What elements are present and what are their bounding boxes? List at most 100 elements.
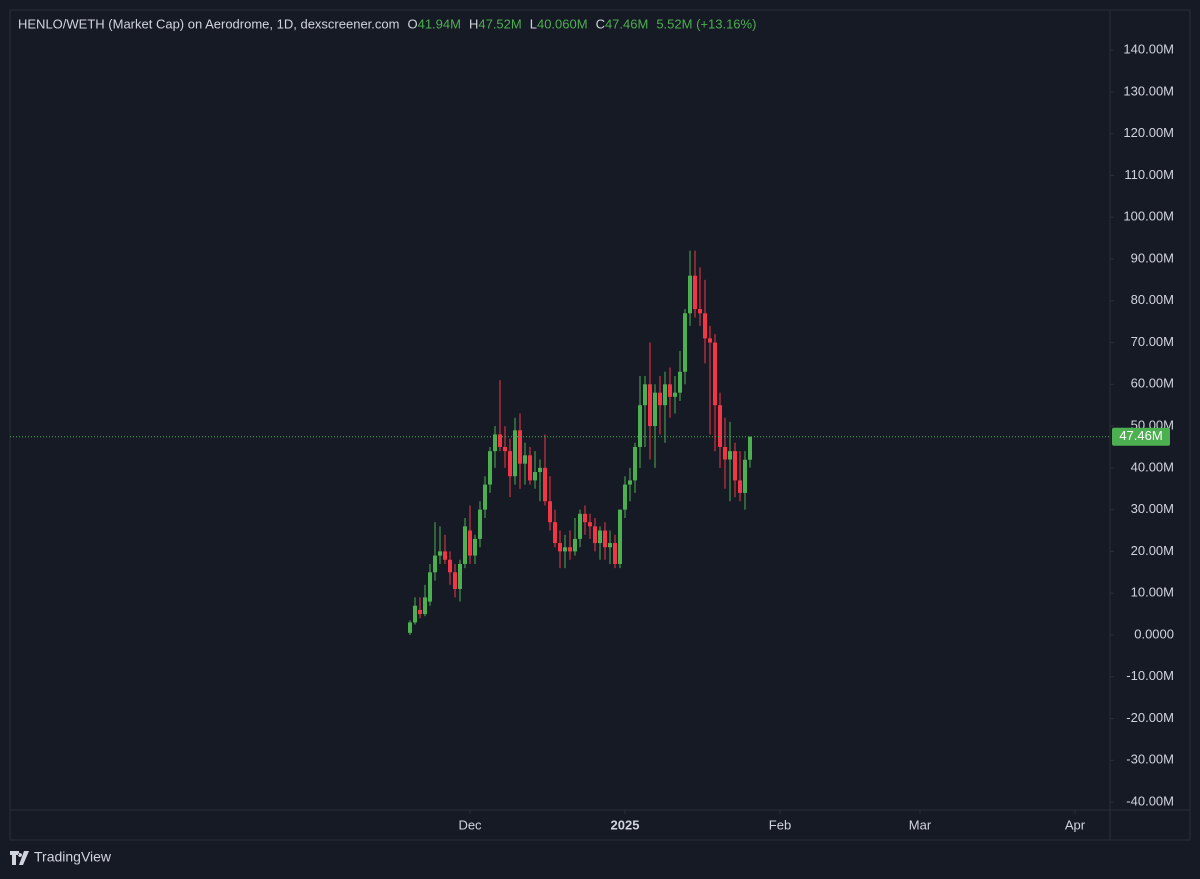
candle-body — [568, 547, 572, 552]
last-price-box — [1112, 427, 1170, 446]
candle-body — [608, 543, 612, 548]
legend-change: 5.52M (+13.16%) — [656, 16, 756, 31]
candle-body — [428, 572, 432, 602]
candle-body — [423, 597, 427, 615]
candle-body — [523, 455, 527, 464]
candle-body — [693, 275, 697, 310]
y-tick-label: 10.00M — [1131, 585, 1174, 600]
candle-body — [573, 538, 577, 552]
candle-body — [703, 313, 707, 339]
candle-body — [538, 467, 542, 473]
y-tick-label: 70.00M — [1131, 334, 1174, 349]
candle-body — [488, 451, 492, 485]
candle-body — [653, 392, 657, 427]
candle-body — [543, 467, 547, 502]
candle-body — [508, 451, 512, 477]
candle-body — [713, 342, 717, 406]
candle-body — [743, 459, 747, 493]
y-tick-label: 30.00M — [1131, 501, 1174, 516]
candle-body — [463, 526, 467, 564]
candle-body — [673, 392, 677, 397]
candle-body — [663, 384, 667, 406]
y-tick-label: 120.00M — [1123, 125, 1174, 140]
candle-body — [548, 501, 552, 523]
candle-body — [513, 430, 517, 477]
candle-body — [408, 622, 412, 633]
y-tick-label: 0.0000 — [1134, 626, 1174, 641]
y-tick-label: -30.00M — [1126, 752, 1174, 767]
candle-body — [533, 472, 537, 481]
candle-body — [583, 513, 587, 523]
candle-body — [458, 563, 462, 590]
y-tick-label: 20.00M — [1131, 543, 1174, 558]
legend-value: 40.060M — [537, 16, 588, 31]
candle-body — [413, 605, 417, 623]
candle-body — [603, 530, 607, 548]
legend-key: H — [469, 16, 478, 31]
y-tick-label: 140.00M — [1123, 42, 1174, 57]
candle-body — [643, 384, 647, 406]
candle-body — [723, 446, 727, 460]
candle-body — [618, 509, 622, 564]
y-tick-label: 130.00M — [1123, 83, 1174, 98]
candle-body — [468, 530, 472, 556]
candle-body — [683, 313, 687, 372]
candle-body — [498, 434, 502, 447]
candle-body — [578, 513, 582, 539]
y-tick-label: 90.00M — [1131, 250, 1174, 265]
candle-body — [648, 384, 652, 427]
candle-body — [588, 522, 592, 527]
candle-body — [518, 430, 522, 464]
candle-body — [708, 338, 712, 343]
legend-value: 47.46M — [605, 16, 648, 31]
candle-body — [433, 555, 437, 573]
candle-body — [678, 371, 682, 393]
candle-body — [613, 543, 617, 564]
candle-body — [598, 530, 602, 544]
candle-body — [593, 526, 597, 544]
candle-body — [453, 572, 457, 590]
candle-body — [718, 405, 722, 447]
legend-key: C — [596, 16, 605, 31]
candle-body — [638, 405, 642, 447]
candle-body — [448, 559, 452, 573]
candle-body — [438, 551, 442, 556]
candle-body — [553, 522, 557, 544]
x-tick-label: Feb — [769, 817, 791, 832]
x-tick-label: 2025 — [611, 817, 640, 832]
candle-body — [418, 609, 422, 615]
candle-body — [558, 543, 562, 552]
candle-body — [698, 309, 702, 314]
candle-body — [668, 384, 672, 397]
legend-key: O — [407, 16, 417, 31]
legend-value: 41.94M — [418, 16, 461, 31]
tradingview-logo: TradingView — [10, 849, 112, 865]
last-price-label: 47.46M — [1119, 428, 1162, 443]
candle-body — [473, 538, 477, 556]
candle-body — [628, 480, 632, 485]
candle-body — [493, 434, 497, 452]
candle-body — [443, 551, 447, 560]
candle-body — [528, 455, 532, 481]
x-tick-label: Dec — [458, 817, 482, 832]
y-tick-label: 110.00M — [1124, 167, 1174, 182]
candle-body — [503, 446, 507, 452]
y-tick-label: -10.00M — [1126, 668, 1174, 683]
y-tick-label: 80.00M — [1131, 292, 1174, 307]
candle-body — [483, 484, 487, 510]
candle-body — [738, 480, 742, 493]
y-tick-label: -40.00M — [1126, 794, 1174, 809]
candle-body — [688, 275, 692, 314]
y-tick-label: 100.00M — [1123, 209, 1174, 224]
candle-body — [623, 484, 627, 510]
x-tick-label: Apr — [1065, 817, 1086, 832]
chart-frame — [9, 9, 1191, 841]
y-tick-label: 60.00M — [1131, 376, 1174, 391]
candle-body — [478, 509, 482, 539]
brand: TradingView — [34, 849, 112, 865]
legend-value: 47.52M — [478, 16, 521, 31]
candle-body — [563, 547, 567, 552]
candle-body — [658, 392, 662, 406]
candle-body — [733, 451, 737, 481]
